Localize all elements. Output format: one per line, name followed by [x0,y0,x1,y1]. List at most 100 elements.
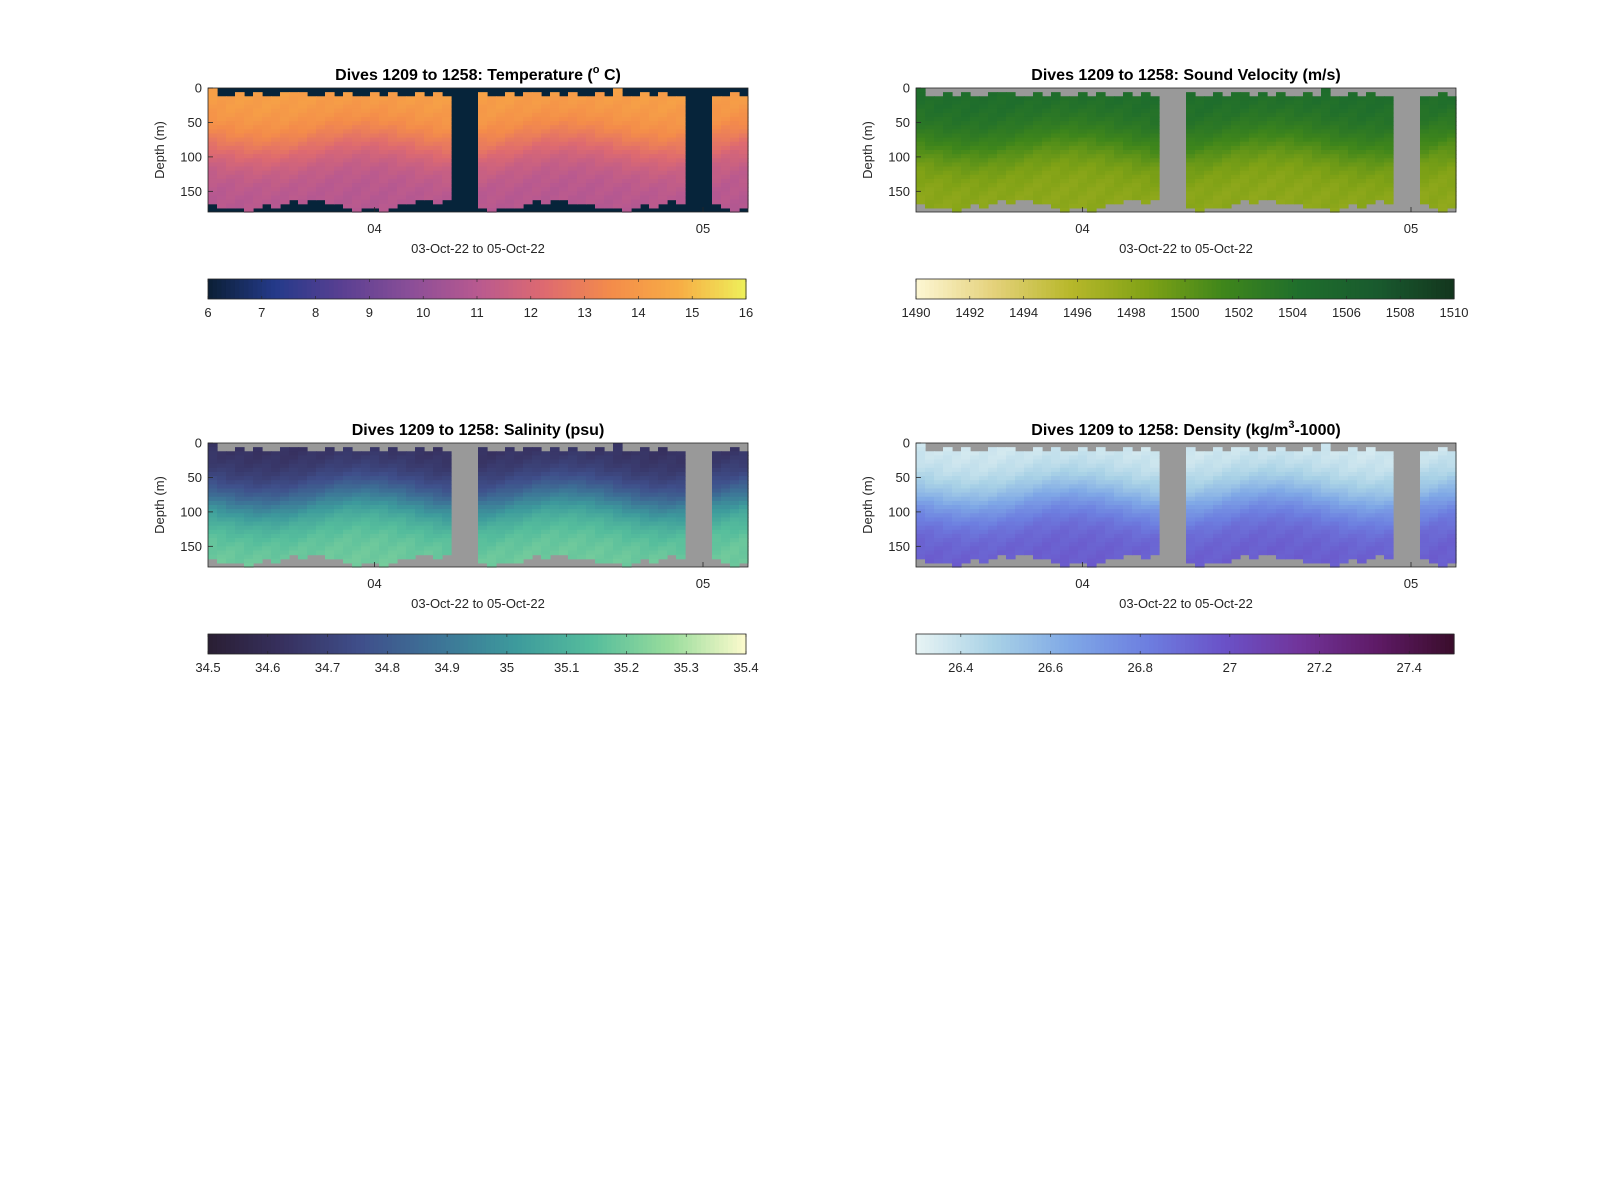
heatmap-cell [352,476,362,481]
heatmap-cell [262,100,272,106]
heatmap-cell [442,104,452,110]
heatmap-cell [997,158,1007,163]
colorbar-box [207,633,747,655]
heatmap-cell [1240,116,1250,122]
axes-box [207,442,749,568]
heatmap-cell [496,166,506,172]
heatmap-cell [721,476,731,481]
heatmap-cell [1258,108,1268,114]
heatmap-cell [523,492,533,498]
heatmap-cell [226,174,236,180]
heatmap-cell [505,203,515,209]
heatmap-cell [343,162,353,168]
heatmap-cell [1258,141,1268,147]
heatmap-cell [658,92,668,97]
heatmap-cell [1123,150,1133,155]
heatmap-cell [649,100,659,106]
heatmap-cell [568,108,578,114]
heatmap-cell [640,199,650,205]
heatmap-cell [307,121,317,126]
heatmap-cell [1060,162,1070,168]
heatmap-cell [334,166,344,172]
heatmap-cell [1123,195,1133,201]
heatmap-cell [1339,96,1349,101]
heatmap-cell [1429,104,1439,110]
heatmap-cell [1204,137,1214,143]
heatmap-cell [730,525,740,531]
heatmap-cell [343,121,353,126]
heatmap-cell [979,154,989,159]
heatmap-cell [1330,108,1340,114]
heatmap-cell [253,137,263,143]
heatmap-cell [406,476,416,481]
heatmap-cell [442,108,452,114]
heatmap-cell [334,154,344,159]
heatmap-cell [478,183,488,188]
heatmap-cell [397,542,407,547]
heatmap-cell [1060,100,1070,106]
heatmap-cell [595,203,605,209]
heatmap-cell [667,108,677,114]
heatmap-cell [925,183,935,188]
heatmap-cell [1339,100,1349,106]
colorbar-segment [714,634,720,654]
heatmap-cell [1267,183,1277,188]
heatmap-cell [721,558,731,564]
colorbar-segment [252,279,258,299]
heatmap-cell [586,100,596,106]
heatmap-cell [613,467,623,473]
heatmap-cell [406,546,416,552]
heatmap-cell [496,471,506,477]
heatmap-cell [1258,166,1268,172]
heatmap-cell [343,550,353,556]
heatmap-cell [343,492,353,498]
heatmap-cell [415,178,425,184]
heatmap-cell [541,121,551,126]
heatmap-cell [649,451,659,456]
heatmap-cell [532,513,542,518]
heatmap-cell [298,467,308,473]
colorbar-segment [929,279,935,299]
heatmap-cell [712,108,722,114]
heatmap-cell [1420,191,1430,197]
heatmap-cell [496,546,506,552]
heatmap-cell [343,476,353,481]
heatmap-cell [1033,125,1043,130]
heatmap-cell [370,203,380,209]
colorbar-segment [651,634,657,654]
heatmap-cell [1105,162,1115,168]
heatmap-cell [352,550,362,556]
heatmap-cell [226,509,236,514]
heatmap-cell [1348,100,1358,106]
heatmap-cell [406,529,416,535]
colorbar-segment [584,279,590,299]
heatmap-cell [1303,137,1313,143]
heatmap-cell [253,166,263,172]
heatmap-cell [478,550,488,556]
heatmap-cell [298,183,308,188]
heatmap-cell [1096,162,1106,168]
heatmap-cell [1150,178,1160,184]
heatmap-cell [397,455,407,461]
heatmap-cell [550,92,560,97]
heatmap-cell [334,529,344,535]
heatmap-cell [1150,145,1160,151]
heatmap-cell [496,96,506,101]
heatmap-cell [631,538,641,543]
heatmap-cell [1384,141,1394,147]
heatmap-cell [1042,96,1052,101]
heatmap-cell [667,492,677,498]
colorbar-segment [1153,279,1159,299]
heatmap-cell [352,509,362,514]
heatmap-cell [307,521,317,527]
heatmap-cell [1366,170,1376,176]
heatmap-cell [1366,174,1376,180]
heatmap-cell [523,500,533,506]
heatmap-cell [739,525,749,531]
heatmap-cell [1240,108,1250,114]
heatmap-cell [307,542,317,547]
heatmap-cell [1105,158,1115,163]
heatmap-cell [1105,191,1115,197]
heatmap-cell [487,509,497,514]
heatmap-cell [925,137,935,143]
